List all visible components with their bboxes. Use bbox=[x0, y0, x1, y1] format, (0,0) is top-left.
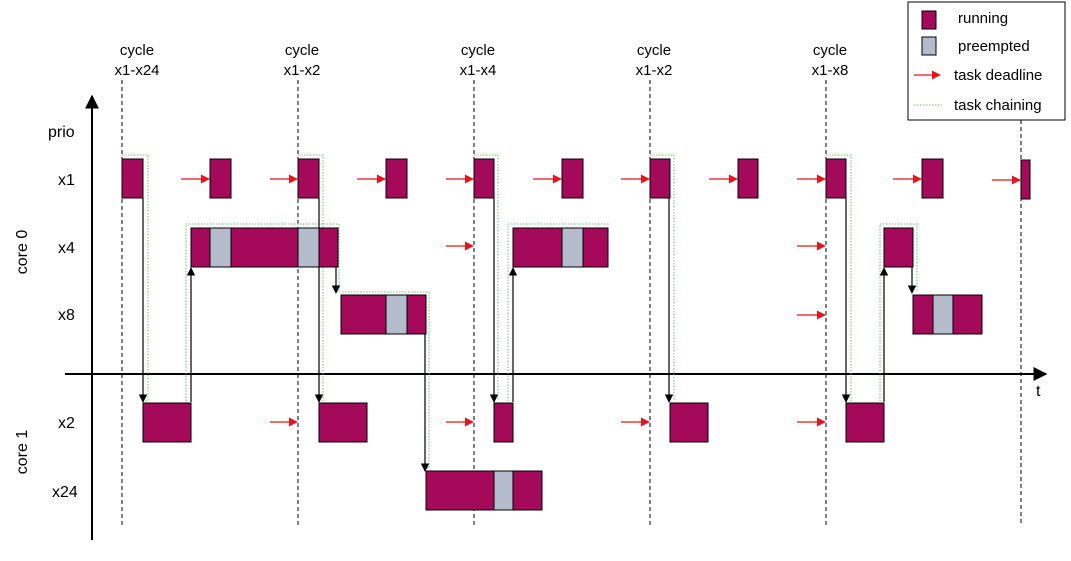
legend-preempted-label: preempted bbox=[958, 38, 1030, 55]
task-chain-path bbox=[507, 223, 609, 401]
deadline-arrows bbox=[181, 174, 1021, 427]
task-label-x24: x24 bbox=[52, 484, 78, 501]
task-block-x1-running bbox=[1020, 159, 1031, 200]
task-block-x8-preempted bbox=[932, 294, 954, 335]
task-block-x8-running bbox=[912, 294, 934, 335]
task-blocks bbox=[121, 158, 1031, 511]
task-block-x2-running bbox=[142, 402, 192, 443]
cycle-label-2-line1: cycle bbox=[285, 42, 319, 59]
task-chaining-paths bbox=[122, 154, 918, 469]
cycle-label-3-line2: x1-x4 bbox=[460, 62, 497, 79]
x-axis-title: t bbox=[1036, 383, 1041, 400]
legend-running-label: running bbox=[958, 10, 1008, 27]
task-block-x24-running bbox=[425, 470, 495, 511]
task-block-x1-running bbox=[825, 158, 847, 199]
core-1-label: core 1 bbox=[14, 430, 31, 475]
task-label-x1: x1 bbox=[58, 172, 75, 189]
task-block-x1-running bbox=[921, 158, 944, 199]
cycle-lines bbox=[121, 80, 1022, 525]
legend-preempted-swatch bbox=[921, 36, 937, 56]
task-block-x4-running bbox=[883, 227, 914, 268]
cycle-label-4-line1: cycle bbox=[637, 42, 671, 59]
task-label-x2: x2 bbox=[58, 415, 75, 432]
task-chain-path bbox=[298, 154, 324, 401]
task-chain-path bbox=[826, 154, 852, 401]
task-chain-path bbox=[185, 223, 340, 401]
cycle-label-4-line2: x1-x2 bbox=[636, 62, 673, 79]
task-block-x4-running bbox=[318, 227, 339, 268]
y-axis-title: prio bbox=[48, 124, 75, 141]
legend: running preempted task deadline task cha… bbox=[907, 1, 1066, 121]
task-chain-path bbox=[879, 223, 918, 401]
task-block-x2-running bbox=[845, 402, 885, 443]
task-block-x4-preempted bbox=[297, 227, 320, 268]
task-chain-path bbox=[650, 154, 675, 401]
task-block-x4-running bbox=[190, 227, 211, 268]
task-block-x1-running bbox=[209, 158, 232, 199]
task-block-x4-preempted bbox=[209, 227, 232, 268]
task-block-x8-running bbox=[406, 294, 427, 335]
task-label-x8: x8 bbox=[58, 307, 75, 324]
task-block-x4-running bbox=[230, 227, 299, 268]
core-0-label: core 0 bbox=[14, 230, 31, 275]
cycle-label-1-line1: cycle bbox=[120, 42, 154, 59]
task-block-x8-preempted bbox=[385, 294, 408, 335]
task-block-x1-running bbox=[561, 158, 584, 199]
task-block-x2-running bbox=[493, 402, 514, 443]
cycle-label-5-line2: x1-x8 bbox=[812, 62, 849, 79]
legend-deadline-label: task deadline bbox=[954, 67, 1042, 84]
flow-arrows bbox=[138, 198, 917, 472]
task-block-x8-running bbox=[952, 294, 983, 335]
task-block-x4-running bbox=[582, 227, 609, 268]
cycle-label-1-line2: x1-x24 bbox=[114, 62, 159, 79]
task-block-x1-running bbox=[737, 158, 759, 199]
task-block-x24-preempted bbox=[493, 470, 514, 511]
task-chain-path bbox=[474, 154, 499, 401]
task-block-x2-running bbox=[669, 402, 709, 443]
task-block-x2-running bbox=[318, 402, 368, 443]
task-block-x4-running bbox=[512, 227, 563, 268]
cycle-label-3-line1: cycle bbox=[461, 42, 495, 59]
task-block-x1-running bbox=[297, 158, 320, 199]
cycle-label-2-line2: x1-x2 bbox=[284, 62, 321, 79]
task-block-x8-running bbox=[340, 294, 387, 335]
task-block-x1-running bbox=[121, 158, 144, 199]
task-block-x1-running bbox=[385, 158, 408, 199]
task-block-x1-running bbox=[649, 158, 671, 199]
task-label-x4: x4 bbox=[58, 240, 75, 257]
task-block-x1-running bbox=[473, 158, 495, 199]
task-block-x4-preempted bbox=[561, 227, 584, 268]
legend-running-swatch bbox=[921, 10, 937, 30]
cycle-label-5-line1: cycle bbox=[813, 42, 847, 59]
legend-chaining-label: task chaining bbox=[954, 97, 1042, 114]
task-block-x24-running bbox=[512, 470, 543, 511]
